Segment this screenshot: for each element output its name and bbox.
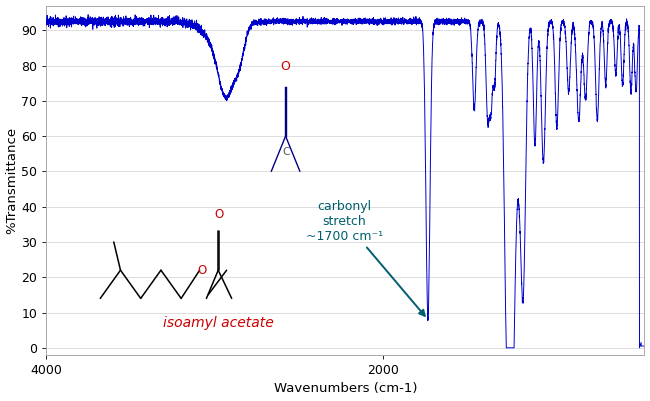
- Text: O: O: [214, 208, 223, 221]
- X-axis label: Wavenumbers (cm-1): Wavenumbers (cm-1): [274, 383, 417, 395]
- Text: O: O: [198, 264, 207, 277]
- Text: isoamyl acetate: isoamyl acetate: [163, 316, 274, 330]
- Text: carbonyl
stretch
~1700 cm⁻¹: carbonyl stretch ~1700 cm⁻¹: [306, 200, 424, 316]
- Text: C: C: [282, 147, 289, 157]
- Y-axis label: %Transmittance: %Transmittance: [6, 127, 19, 234]
- Text: O: O: [281, 60, 291, 73]
